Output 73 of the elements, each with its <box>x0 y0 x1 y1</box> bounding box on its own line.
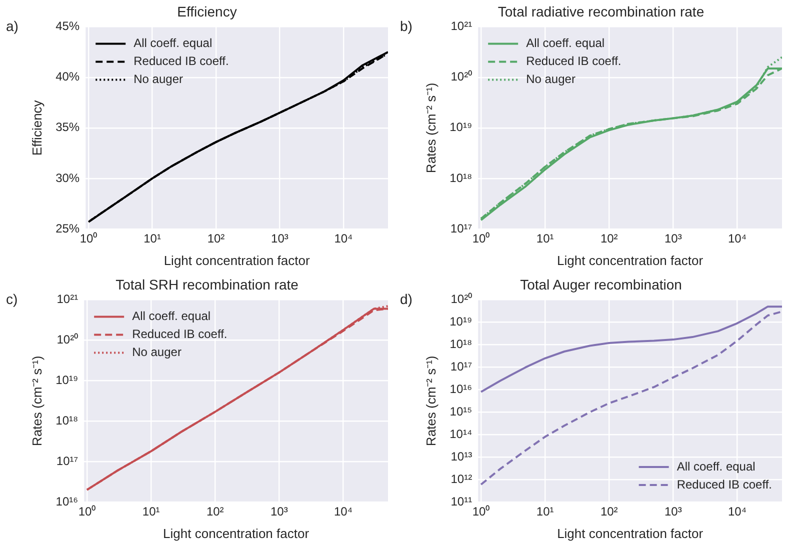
legend-label: All coeff. equal <box>526 36 605 50</box>
x-tick-label: 10² <box>207 232 225 246</box>
x-axis-title: Light concentration factor <box>163 526 310 541</box>
y-tick-label: 45% <box>56 19 80 34</box>
y-tick-label: 10¹⁸ <box>450 337 472 352</box>
x-tick-label: 10³ <box>271 232 288 246</box>
chart-title: Efficiency <box>177 3 237 20</box>
y-tick-label: 10²¹ <box>450 19 472 34</box>
x-tick-label: 10⁴ <box>728 232 746 246</box>
y-tick-label: 10¹⁷ <box>56 454 78 468</box>
legend-label: Reduced IB coeff. <box>132 327 228 342</box>
y-tick-label: 30% <box>56 170 80 185</box>
y-tick-label: 10¹¹ <box>450 494 472 508</box>
x-tick-label: 10¹ <box>536 504 554 519</box>
y-tick-label: 10¹² <box>450 472 472 486</box>
legend-label: All coeff. equal <box>134 36 212 50</box>
x-tick-label: 10¹ <box>142 504 160 519</box>
y-tick-label: 10¹⁶ <box>56 494 78 508</box>
y-tick-label: 10¹⁷ <box>450 221 472 236</box>
x-tick-label: 10¹ <box>144 232 161 246</box>
x-axis-title: Light concentration factor <box>557 526 704 541</box>
legend-label: Reduced IB coeff. <box>134 54 229 68</box>
x-axis-title: Light concentration factor <box>164 252 310 268</box>
x-tick-label: 10⁰ <box>472 232 490 246</box>
x-tick-label: 10² <box>600 232 618 246</box>
y-tick-label: 10¹³ <box>450 449 472 464</box>
x-tick-label: 10⁰ <box>78 504 96 519</box>
y-tick-label: 10¹⁹ <box>450 120 472 134</box>
y-tick-label: 10¹⁵ <box>450 404 472 418</box>
legend-label: No auger <box>134 72 183 86</box>
text: c) <box>6 290 18 307</box>
x-axis-title: Light concentration factor <box>557 252 704 268</box>
y-tick-label: 10²⁰ <box>450 70 472 84</box>
y-axis-title: Efficiency <box>29 100 44 156</box>
chart-title: Total Auger recombination <box>520 276 682 292</box>
x-tick-label: 10³ <box>664 232 682 246</box>
x-tick-label: 10¹ <box>536 232 554 246</box>
x-tick-label: 10⁴ <box>334 232 353 246</box>
text: a) <box>6 18 18 34</box>
x-tick-label: 10³ <box>270 504 288 519</box>
y-tick-label: 10²⁰ <box>56 332 78 347</box>
y-tick-label: 35% <box>56 120 80 134</box>
y-axis-title: Rates (cm⁻² s⁻¹) <box>29 356 44 446</box>
x-tick-label: 10⁴ <box>334 504 352 519</box>
x-tick-label: 10³ <box>664 504 682 519</box>
x-tick-label: 10⁴ <box>728 504 746 519</box>
text: b) <box>400 18 412 34</box>
legend-label: Reduced IB coeff. <box>526 54 622 68</box>
legend-label: No auger <box>132 345 182 360</box>
y-tick-label: 10¹⁹ <box>56 372 78 387</box>
y-tick-label: 10¹⁹ <box>450 314 472 329</box>
y-tick-label: 10¹⁶ <box>450 382 472 396</box>
y-tick-label: 10²⁰ <box>450 292 472 306</box>
x-tick-label: 10⁰ <box>80 232 98 246</box>
y-tick-label: 10²¹ <box>56 292 78 306</box>
y-axis-title: Rates (cm⁻² s⁻¹) <box>423 356 438 446</box>
legend-label: No auger <box>526 72 576 86</box>
text: d) <box>400 290 412 307</box>
y-tick-label: 10¹⁸ <box>450 170 472 185</box>
y-tick-label: 10¹⁷ <box>450 360 472 374</box>
y-tick-label: 40% <box>56 70 80 84</box>
legend-label: All coeff. equal <box>676 459 756 474</box>
legend-label: Reduced IB coeff. <box>676 477 772 492</box>
y-tick-label: 10¹⁸ <box>56 413 78 428</box>
chart-title: Total SRH recombination rate <box>116 276 299 292</box>
chart-title: Total radiative recombination rate <box>498 3 704 20</box>
y-axis-title: Rates (cm⁻² s⁻¹) <box>423 82 438 174</box>
x-tick-label: 10² <box>600 504 618 519</box>
y-tick-label: 25% <box>56 221 80 236</box>
y-tick-label: 10¹⁴ <box>450 426 472 441</box>
legend-label: All coeff. equal <box>132 309 211 324</box>
x-tick-label: 10⁰ <box>472 504 490 519</box>
x-tick-label: 10² <box>206 504 224 519</box>
